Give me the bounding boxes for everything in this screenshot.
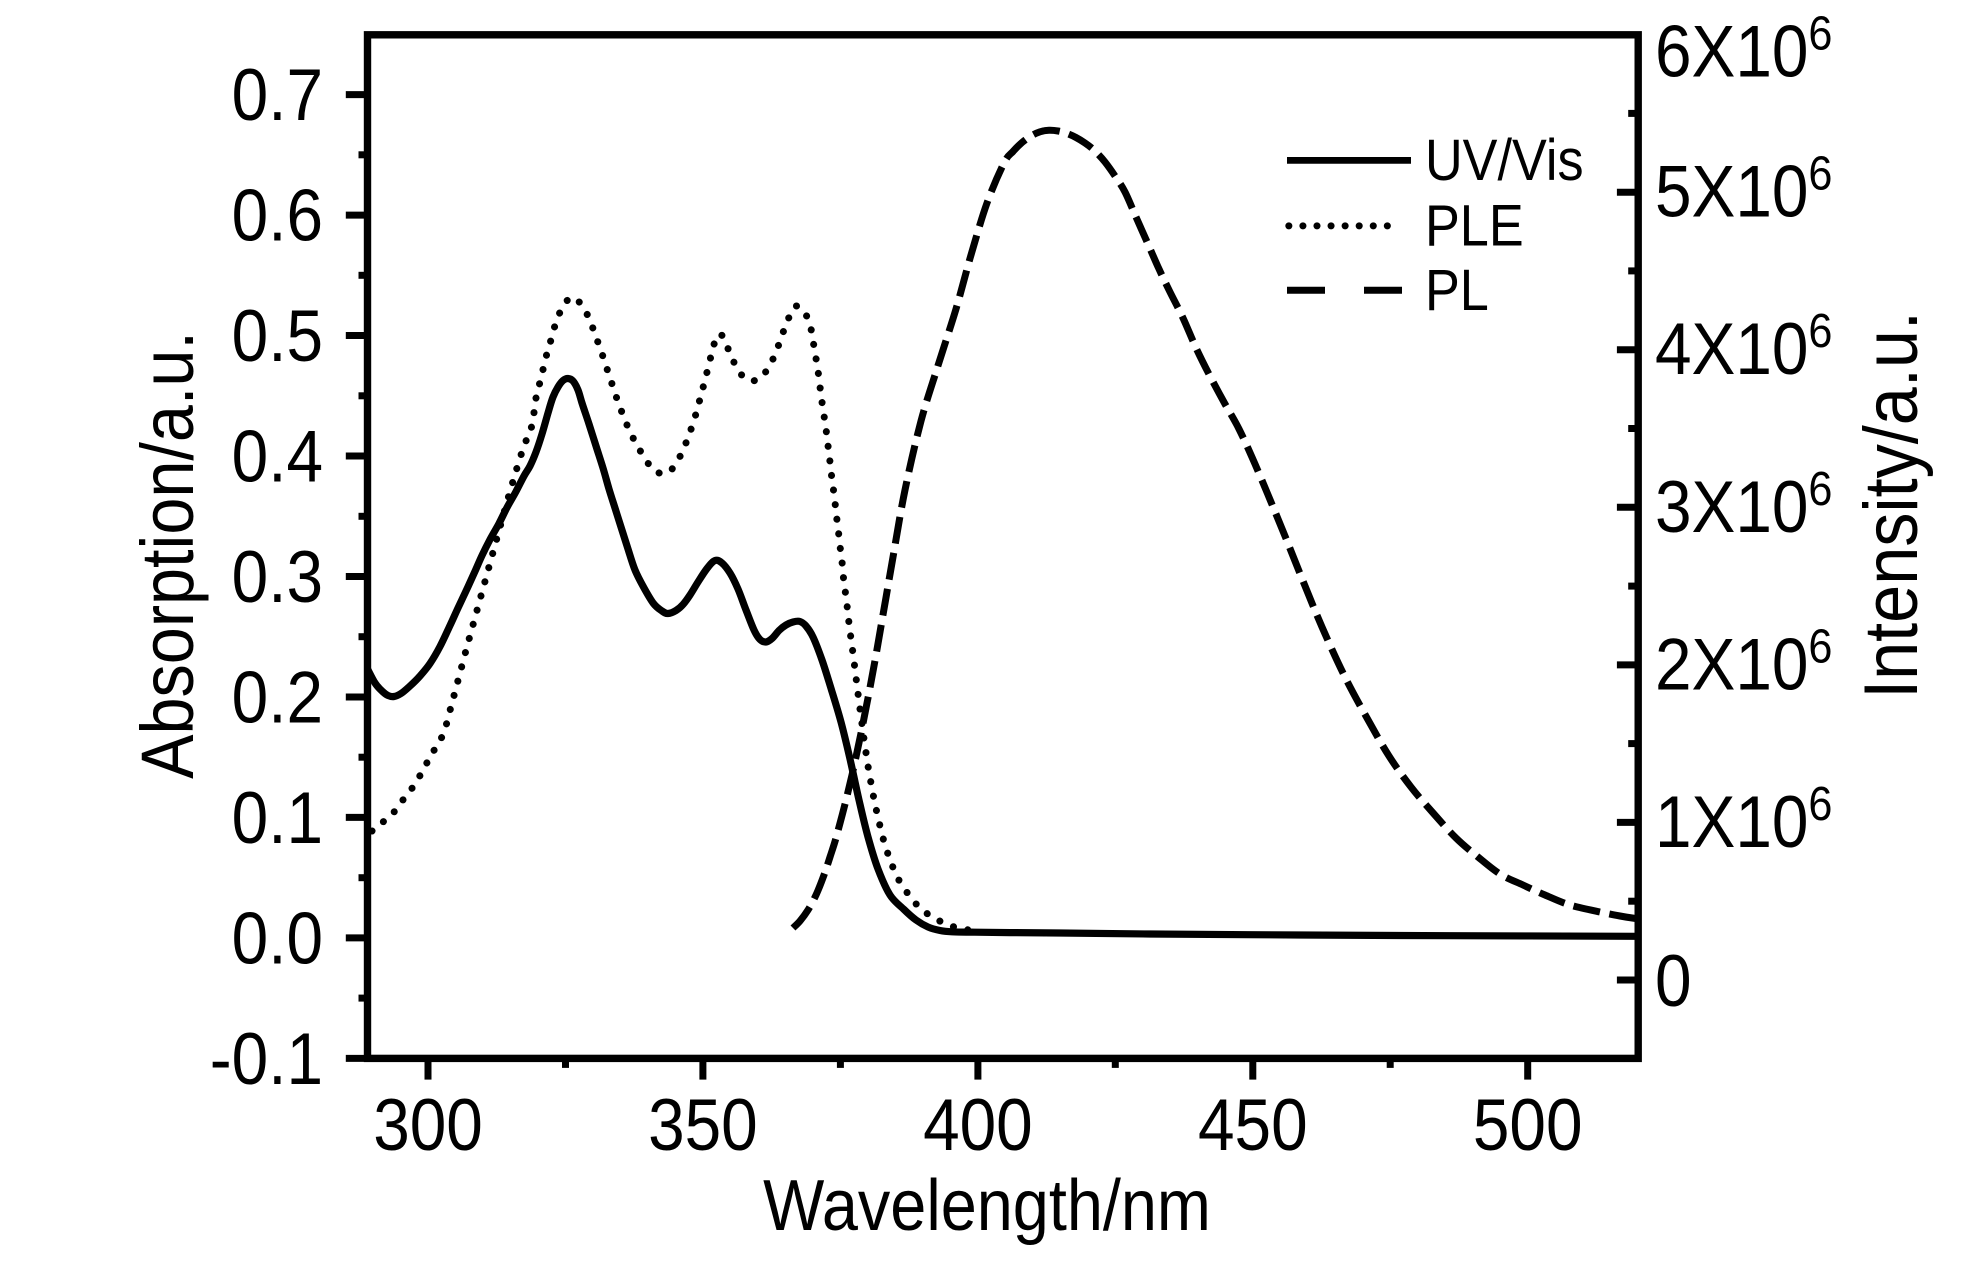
svg-text:0.7: 0.7 xyxy=(232,54,323,136)
svg-text:0.1: 0.1 xyxy=(232,777,323,859)
svg-text:-0.1: -0.1 xyxy=(210,1018,323,1100)
svg-text:400: 400 xyxy=(923,1084,1033,1166)
svg-text:350: 350 xyxy=(648,1084,758,1166)
svg-text:Intensity/a.u.: Intensity/a.u. xyxy=(1850,311,1934,699)
svg-text:0.5: 0.5 xyxy=(232,295,323,377)
svg-text:Wavelength/nm: Wavelength/nm xyxy=(763,1165,1211,1246)
svg-text:Absorption/a.u.: Absorption/a.u. xyxy=(126,331,209,779)
svg-text:0: 0 xyxy=(1655,940,1692,1022)
svg-text:2X106: 2X106 xyxy=(1655,619,1832,705)
svg-text:3X106: 3X106 xyxy=(1655,462,1832,548)
svg-text:0.0: 0.0 xyxy=(232,897,323,979)
svg-text:0.2: 0.2 xyxy=(232,656,323,738)
svg-text:0.4: 0.4 xyxy=(232,415,323,497)
svg-text:5X106: 5X106 xyxy=(1655,147,1832,233)
svg-text:0.6: 0.6 xyxy=(232,174,323,256)
svg-text:0.3: 0.3 xyxy=(232,536,323,618)
svg-text:500: 500 xyxy=(1473,1084,1583,1166)
svg-text:UV/Vis: UV/Vis xyxy=(1425,128,1584,193)
svg-text:4X106: 4X106 xyxy=(1655,304,1832,390)
svg-text:300: 300 xyxy=(373,1084,483,1166)
svg-text:PLE: PLE xyxy=(1425,193,1524,258)
svg-text:1X106: 1X106 xyxy=(1655,777,1832,863)
svg-text:PL: PL xyxy=(1425,258,1489,323)
svg-text:450: 450 xyxy=(1198,1084,1308,1166)
svg-text:6X106: 6X106 xyxy=(1655,6,1832,92)
